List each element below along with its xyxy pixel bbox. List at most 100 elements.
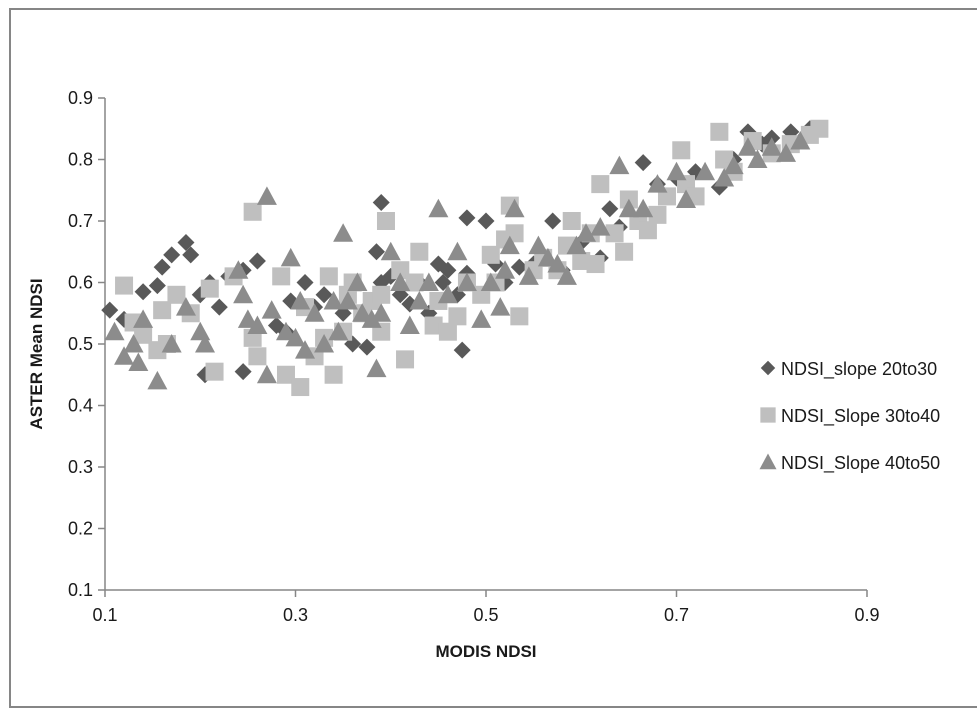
diamond-point [601, 200, 619, 218]
square-point [648, 205, 667, 224]
diamond-point [153, 258, 171, 276]
square-point [200, 279, 219, 298]
triangle-point [556, 266, 577, 285]
triangle-point [633, 198, 654, 218]
triangle-point [480, 272, 501, 291]
triangle-point [471, 309, 492, 328]
triangle-point [295, 340, 316, 359]
triangle-point [576, 223, 597, 242]
triangle-point [323, 290, 344, 310]
x-axis-title: MODIS NDSI [435, 642, 536, 661]
square-point [591, 175, 610, 194]
triangle-point [371, 303, 392, 322]
axes [104, 98, 867, 591]
square-point [710, 122, 729, 141]
square-point [115, 276, 134, 295]
triangle-point [256, 364, 277, 384]
triangle-point [114, 346, 135, 365]
triangle-point [695, 161, 716, 181]
triangle-point [428, 198, 449, 218]
triangle-point [647, 174, 668, 193]
y-tick-label: 0.5 [68, 334, 93, 354]
diamond-point [248, 252, 266, 270]
legend-label: NDSI_Slope 40to50 [781, 453, 940, 474]
data-points [101, 119, 829, 397]
series-square [115, 119, 829, 397]
legend-marker-triangle [759, 453, 777, 470]
triangle-point [337, 290, 358, 310]
diamond-point [544, 212, 562, 230]
square-point [572, 251, 591, 270]
diamond-point [487, 255, 505, 273]
x-tick-label: 0.9 [854, 605, 879, 625]
x-tick-labels: 0.1 0.3 0.5 0.7 0.9 [92, 590, 880, 625]
series-triangle [104, 131, 811, 390]
triangle-point [609, 155, 630, 175]
triangle-point [666, 161, 687, 181]
triangle-point [418, 272, 439, 291]
y-tick-label: 0.9 [68, 88, 93, 108]
triangle-point [228, 260, 249, 279]
legend-marker-square [760, 407, 776, 423]
square-point [276, 365, 295, 384]
diamond-point [101, 301, 119, 319]
y-tick-label: 0.1 [68, 580, 93, 600]
triangle-point [447, 241, 468, 261]
diamond-point [634, 154, 652, 172]
square-point [438, 322, 457, 341]
square-point [291, 378, 310, 397]
diamond-point [439, 261, 457, 279]
triangle-point [195, 334, 216, 353]
triangle-point [676, 189, 697, 208]
triangle-point [280, 247, 301, 267]
diamond-point [210, 298, 228, 316]
y-tick-label: 0.4 [68, 396, 93, 416]
diamond-point [358, 338, 376, 356]
triangle-point [737, 137, 758, 156]
square-point [448, 307, 467, 326]
square-point [324, 365, 343, 384]
x-tick-label: 0.3 [283, 605, 308, 625]
triangle-point [275, 321, 296, 341]
x-tick-label: 0.7 [664, 605, 689, 625]
y-tick-label: 0.2 [68, 519, 93, 539]
diamond-point [477, 212, 495, 230]
triangle-point [761, 137, 782, 156]
square-point [134, 325, 153, 344]
diamond-point [367, 243, 385, 261]
diamond-point [134, 283, 152, 301]
square-point [562, 212, 581, 230]
triangle-point [285, 327, 306, 347]
triangle-point [161, 334, 182, 353]
triangle-point [290, 290, 311, 310]
square-point [167, 285, 186, 304]
y-tick-label: 0.7 [68, 211, 93, 231]
triangle-point [528, 235, 549, 255]
square-point [396, 350, 415, 369]
square-point [510, 307, 529, 326]
y-tick-label: 0.6 [68, 273, 93, 293]
triangle-point [399, 315, 420, 335]
diamond-point [372, 194, 390, 212]
triangle-point [328, 321, 349, 341]
triangle-point [504, 198, 525, 218]
y-tick-labels: 0.1 0.2 0.3 0.4 0.5 0.6 0.7 0.8 0.9 [68, 88, 105, 600]
triangle-point [256, 186, 277, 205]
y-tick-label: 0.8 [68, 150, 93, 170]
diamond-point [453, 341, 471, 359]
triangle-point [361, 309, 382, 328]
scatter-chart: 0.1 0.3 0.5 0.7 0.9 0.1 0.2 0.3 0.4 0.5 0.6 0.7 0.8… [27, 88, 940, 661]
triangle-point [437, 284, 458, 304]
triangle-point [128, 352, 149, 371]
y-tick-label: 0.3 [68, 457, 93, 477]
diamond-point [296, 274, 314, 291]
triangle-point [490, 297, 511, 316]
triangle-point [590, 217, 611, 236]
diamond-point [510, 258, 528, 276]
square-point [810, 119, 829, 138]
x-tick-label: 0.1 [92, 605, 117, 625]
triangle-point [104, 321, 125, 341]
diamond-point [234, 363, 252, 381]
triangle-point [123, 334, 144, 353]
triangle-point [380, 241, 401, 261]
